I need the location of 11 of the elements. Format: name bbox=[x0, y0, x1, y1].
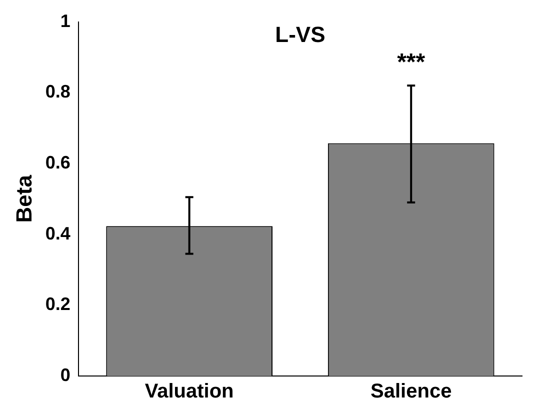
y-tick-label: 0.4 bbox=[45, 223, 70, 244]
y-tick-label: 1 bbox=[60, 10, 70, 31]
y-tick-label: 0 bbox=[60, 364, 70, 385]
annotation: *** bbox=[397, 49, 426, 76]
x-tick-label: Salience bbox=[370, 380, 452, 403]
y-tick-label: 0.8 bbox=[45, 82, 70, 102]
y-tick-label: 0.2 bbox=[45, 294, 70, 314]
x-tick-label: Valuation bbox=[144, 380, 234, 403]
chart-title: L-VS bbox=[275, 22, 326, 47]
y-tick-label: 0.6 bbox=[45, 152, 70, 172]
y-axis-title: Beta bbox=[11, 174, 36, 223]
